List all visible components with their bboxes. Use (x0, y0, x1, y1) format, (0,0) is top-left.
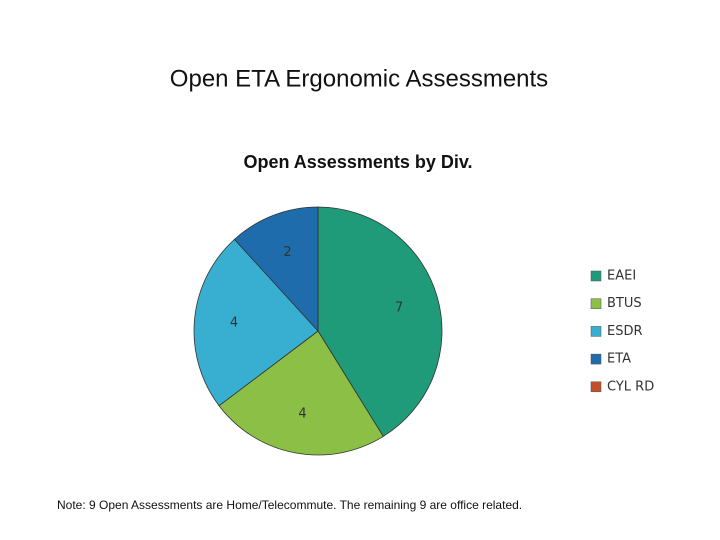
data-label: 2 (283, 245, 291, 260)
pie-slice (193, 238, 319, 407)
legend-label: ESDR (607, 324, 643, 339)
data-label: 7 (395, 300, 403, 315)
data-label: 4 (298, 406, 306, 421)
legend-swatch (590, 381, 602, 393)
chart-title: Open Assessments by Div. (243, 152, 472, 172)
legend-label: EAEI (607, 269, 636, 284)
pie-slice (233, 206, 319, 333)
slide-title: Open ETA Ergonomic Assessments (170, 65, 548, 92)
pie-slice (317, 206, 443, 437)
legend-label: CYL RD (607, 379, 654, 394)
legend-swatch (590, 353, 602, 365)
pie-slice (218, 330, 384, 456)
data-label: 4 (230, 316, 238, 331)
legend-swatch (590, 270, 602, 282)
legend-label: ETA (607, 352, 631, 367)
legend-swatch (590, 298, 602, 309)
note: Note: 9 Open Assessments are Home/Teleco… (57, 498, 522, 512)
legend-label: BTUS (607, 296, 642, 311)
legend-swatch (590, 326, 602, 337)
